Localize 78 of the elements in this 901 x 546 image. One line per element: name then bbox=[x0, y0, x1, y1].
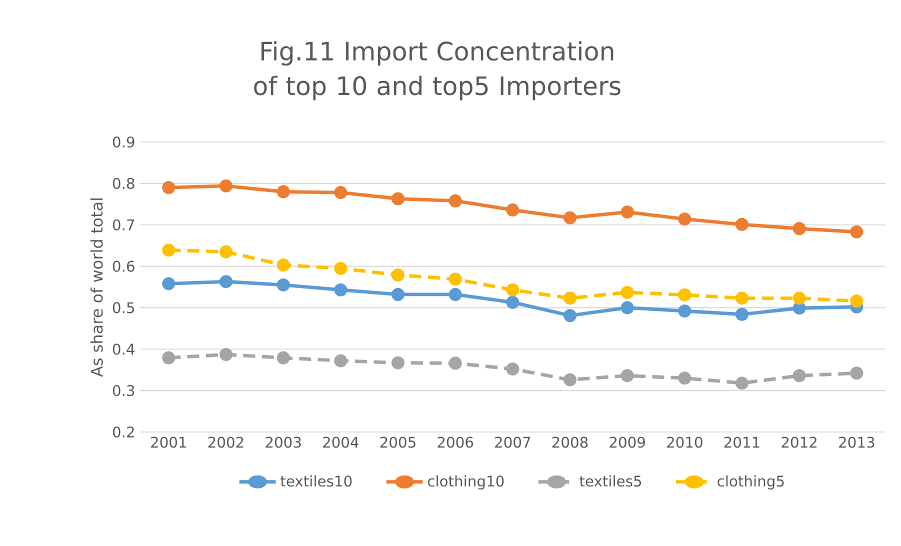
point bbox=[334, 354, 348, 368]
point bbox=[792, 222, 806, 236]
legend-label: textiles10 bbox=[280, 475, 352, 487]
point bbox=[678, 212, 692, 226]
point bbox=[276, 258, 290, 272]
point bbox=[219, 179, 233, 192]
point bbox=[850, 225, 864, 238]
point bbox=[391, 268, 405, 282]
point bbox=[735, 218, 749, 231]
x-tick-label: 2004 bbox=[323, 436, 358, 448]
x-tick-label: 2007 bbox=[495, 436, 530, 448]
point bbox=[735, 292, 749, 305]
point bbox=[792, 302, 806, 315]
point bbox=[620, 286, 634, 299]
point bbox=[563, 211, 577, 224]
point bbox=[334, 262, 348, 275]
point bbox=[162, 277, 176, 290]
x-tick-label: 2001 bbox=[151, 436, 186, 448]
y-tick-label: 0.5 bbox=[112, 302, 134, 314]
point bbox=[506, 283, 520, 296]
y-axis-title: As share of world total bbox=[90, 198, 103, 377]
point bbox=[620, 301, 634, 314]
x-tick-label: 2012 bbox=[782, 436, 817, 448]
point bbox=[678, 372, 692, 385]
point bbox=[448, 288, 462, 301]
point bbox=[563, 309, 577, 322]
point bbox=[678, 304, 692, 318]
point bbox=[792, 369, 806, 382]
y-tick-label: 0.8 bbox=[112, 178, 134, 189]
point bbox=[620, 369, 634, 382]
y-tick-label: 0.7 bbox=[112, 219, 134, 230]
x-tick-label: 2002 bbox=[208, 436, 244, 448]
point bbox=[391, 356, 405, 370]
point bbox=[276, 185, 290, 198]
x-tick-label: 2011 bbox=[724, 436, 760, 448]
point bbox=[334, 283, 348, 296]
point bbox=[506, 203, 520, 216]
legend-label: textiles5 bbox=[580, 475, 642, 487]
point bbox=[678, 288, 692, 302]
point bbox=[735, 376, 749, 390]
point bbox=[620, 205, 634, 219]
point bbox=[391, 192, 405, 206]
point bbox=[276, 351, 290, 364]
point bbox=[506, 362, 520, 376]
legend-label: clothing10 bbox=[428, 475, 504, 490]
y-tick-label: 0.3 bbox=[112, 385, 134, 396]
x-tick-label: 2005 bbox=[380, 436, 416, 448]
chart-title: Fig.11 Import Concentration of top 10 and top5 Importers bbox=[254, 41, 620, 100]
y-tick-label: 0.4 bbox=[112, 344, 134, 355]
x-tick-label: 2008 bbox=[552, 436, 588, 448]
x-tick-label: 2006 bbox=[438, 436, 474, 448]
point bbox=[219, 348, 233, 362]
point bbox=[219, 275, 233, 288]
point bbox=[850, 294, 864, 308]
point bbox=[850, 366, 864, 380]
point bbox=[448, 356, 462, 370]
point bbox=[391, 288, 405, 301]
point bbox=[162, 181, 176, 194]
x-tick-label: 2009 bbox=[610, 436, 645, 448]
point bbox=[162, 244, 176, 257]
point bbox=[735, 308, 749, 321]
x-tick-label: 2003 bbox=[266, 436, 301, 448]
point bbox=[334, 186, 348, 200]
y-tick-label: 0.6 bbox=[112, 260, 134, 272]
point bbox=[276, 278, 290, 292]
point bbox=[219, 245, 233, 258]
point bbox=[563, 373, 577, 386]
point bbox=[448, 194, 462, 208]
point bbox=[563, 292, 577, 305]
point bbox=[162, 351, 176, 364]
x-tick-label: 2010 bbox=[667, 436, 702, 448]
y-tick-label: 0.9 bbox=[112, 136, 134, 148]
point bbox=[792, 292, 806, 305]
point bbox=[506, 296, 520, 309]
y-tick-label: 0.2 bbox=[112, 426, 134, 438]
x-tick-label: 2013 bbox=[839, 436, 874, 448]
point bbox=[448, 272, 462, 286]
legend-label: clothing5 bbox=[718, 475, 784, 490]
